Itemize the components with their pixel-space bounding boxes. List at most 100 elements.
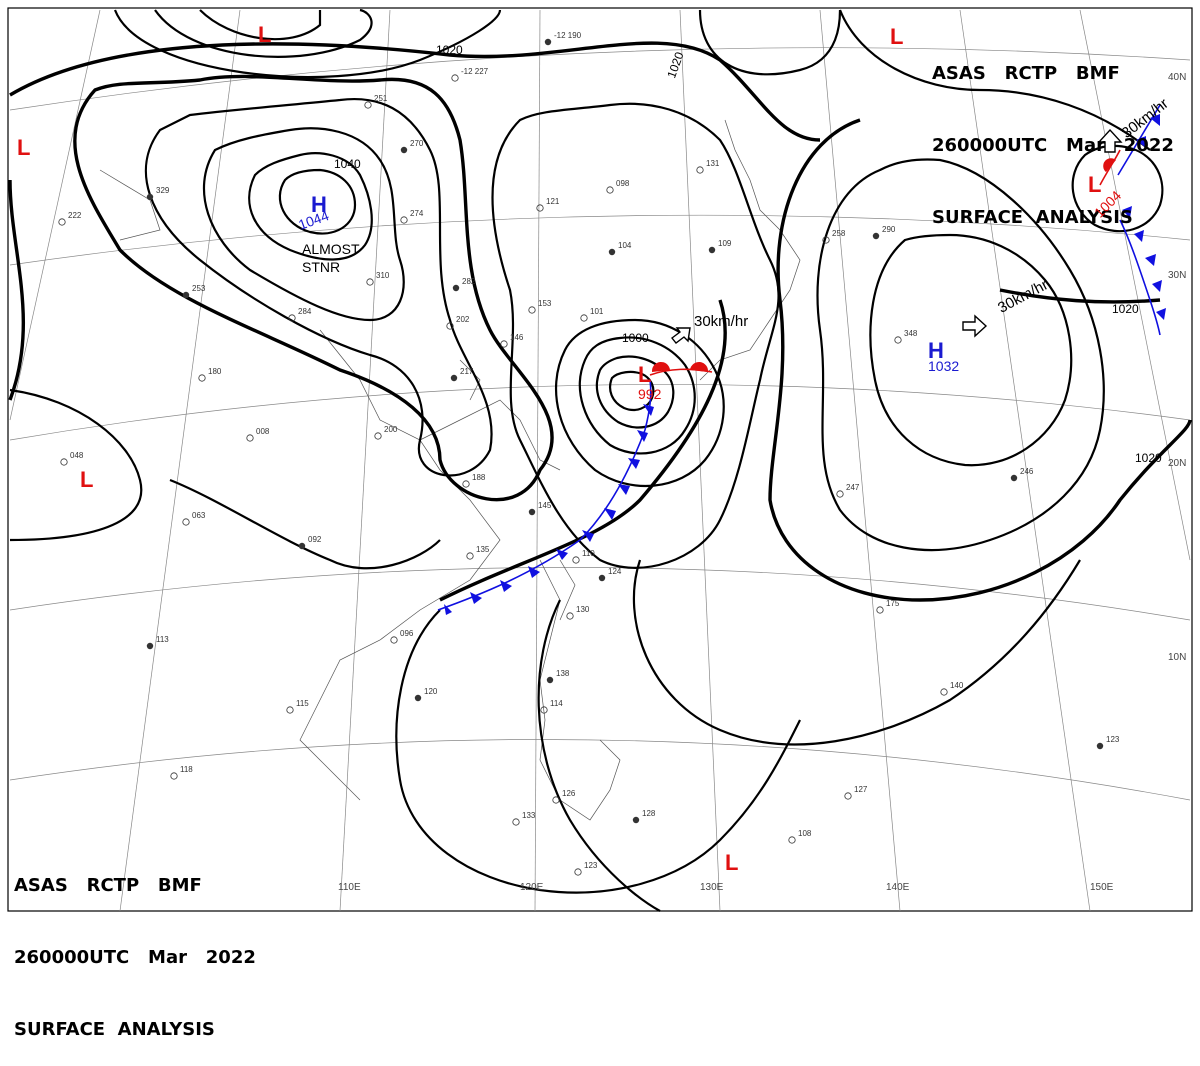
map-frame xyxy=(7,7,1193,912)
lon-tick: 130E xyxy=(700,882,724,893)
station-label: 123 xyxy=(584,861,598,870)
station-label: 113 xyxy=(156,635,169,644)
title-line-3: SURFACE ANALYSIS xyxy=(14,1019,215,1040)
station-label: 175 xyxy=(886,599,900,608)
low-symbol: L xyxy=(890,24,904,49)
station-marker xyxy=(552,796,560,804)
station-marker xyxy=(414,694,422,702)
system-speed: 30km/hr xyxy=(694,313,749,330)
station-marker xyxy=(146,193,154,201)
title-block-bottom-left: ASAS RCTP BMF 260000UTC Mar 2022 SURFACE… xyxy=(14,826,256,1066)
station-plots: -12 190 -12 227 251 270 274 310 282 202 146 217 20… xyxy=(58,31,1120,876)
isobar-label: 1000 xyxy=(622,331,649,345)
lon-tick: 140E xyxy=(886,882,910,893)
lon-tick: 120E xyxy=(520,882,544,893)
lat-tick: 40N xyxy=(1168,72,1186,83)
station-marker xyxy=(1010,474,1018,482)
station-marker xyxy=(146,642,154,650)
station-label: 202 xyxy=(456,315,470,324)
station-marker xyxy=(574,868,582,876)
station-label: 200 xyxy=(384,425,398,434)
station-label: 284 xyxy=(298,307,312,316)
station-marker xyxy=(894,336,902,344)
isobar-label: 1020 xyxy=(1135,451,1162,465)
high-symbol: H xyxy=(928,338,944,363)
lat-tick: 20N xyxy=(1168,458,1186,469)
station-marker xyxy=(364,101,372,109)
station-marker xyxy=(872,232,880,240)
motion-arrows xyxy=(671,128,1123,344)
isobar-labels: 1020 1020 1040 1000 1020 1020 xyxy=(334,43,1162,465)
station-label: 096 xyxy=(400,629,414,638)
station-marker xyxy=(400,216,408,224)
station-label: 133 xyxy=(522,811,536,820)
station-label: 217 xyxy=(460,367,474,376)
system-note: ALMOST STNR xyxy=(302,241,360,275)
station-label: -12 227 xyxy=(461,67,489,76)
station-marker xyxy=(572,556,580,564)
station-marker xyxy=(400,146,408,154)
high-symbol: H xyxy=(311,192,327,217)
station-label: 140 xyxy=(950,681,964,690)
high-pressure-value: 1032 xyxy=(928,358,960,374)
motion-arrow-icon xyxy=(1097,128,1123,153)
station-marker xyxy=(182,291,190,299)
station-marker xyxy=(450,374,458,382)
station-label: 188 xyxy=(472,473,486,482)
title-line-1: ASAS RCTP BMF xyxy=(14,875,202,896)
station-label: 124 xyxy=(608,567,622,576)
station-label: 274 xyxy=(410,209,424,218)
station-label: 118 xyxy=(180,765,193,774)
isobar-label: 1020 xyxy=(436,43,463,57)
station-label: 247 xyxy=(846,483,860,492)
station-label: 329 xyxy=(156,186,170,195)
low-symbol: L xyxy=(638,362,652,387)
motion-arrow-icon xyxy=(962,314,988,338)
station-label: 270 xyxy=(410,139,424,148)
station-label: 310 xyxy=(376,271,390,280)
title-line-1: ASAS RCTP BMF xyxy=(932,63,1120,84)
title-line-3: SURFACE ANALYSIS xyxy=(932,207,1133,228)
station-label: 121 xyxy=(546,197,560,206)
station-marker xyxy=(366,278,374,286)
surface-analysis-map: 1020 1020 1040 1000 1020 1020 xyxy=(7,7,1193,912)
station-label: 290 xyxy=(882,225,896,234)
station-marker xyxy=(696,166,704,174)
station-marker xyxy=(844,792,852,800)
station-label: 127 xyxy=(854,785,868,794)
station-marker xyxy=(580,314,588,322)
station-label: 098 xyxy=(616,179,630,188)
station-label: 115 xyxy=(296,699,309,708)
station-label: -12 190 xyxy=(554,31,582,40)
station-label: 135 xyxy=(476,545,490,554)
station-marker xyxy=(58,218,66,226)
lat-tick: 10N xyxy=(1168,652,1186,663)
low-symbol: L xyxy=(80,467,94,492)
station-label: 153 xyxy=(538,299,552,308)
low-symbol: L xyxy=(258,22,272,47)
station-marker xyxy=(836,490,844,498)
station-label: 258 xyxy=(832,229,846,238)
station-label: 114 xyxy=(550,699,563,708)
station-label: 063 xyxy=(192,511,206,520)
motion-arrow-icon xyxy=(671,327,691,344)
station-marker xyxy=(546,676,554,684)
low-symbol: L xyxy=(725,850,739,875)
station-marker xyxy=(540,706,548,714)
station-label: 253 xyxy=(192,284,206,293)
cold-front xyxy=(437,104,1166,615)
station-label: 246 xyxy=(1020,467,1034,476)
coastlines xyxy=(99,119,801,821)
station-label: 251 xyxy=(374,94,388,103)
low-symbol: L xyxy=(17,135,31,160)
station-marker xyxy=(60,458,68,466)
title-line-2: 260000UTC Mar 2022 xyxy=(932,135,1174,156)
station-marker xyxy=(708,246,716,254)
isobars xyxy=(8,8,1192,912)
station-marker xyxy=(544,38,552,46)
station-marker xyxy=(374,432,382,440)
station-marker xyxy=(632,816,640,824)
title-block-top-right: ASAS RCTP BMF 260000UTC Mar 2022 SURFACE… xyxy=(932,14,1174,254)
station-label: 110 xyxy=(582,549,595,558)
station-marker xyxy=(1096,742,1104,750)
